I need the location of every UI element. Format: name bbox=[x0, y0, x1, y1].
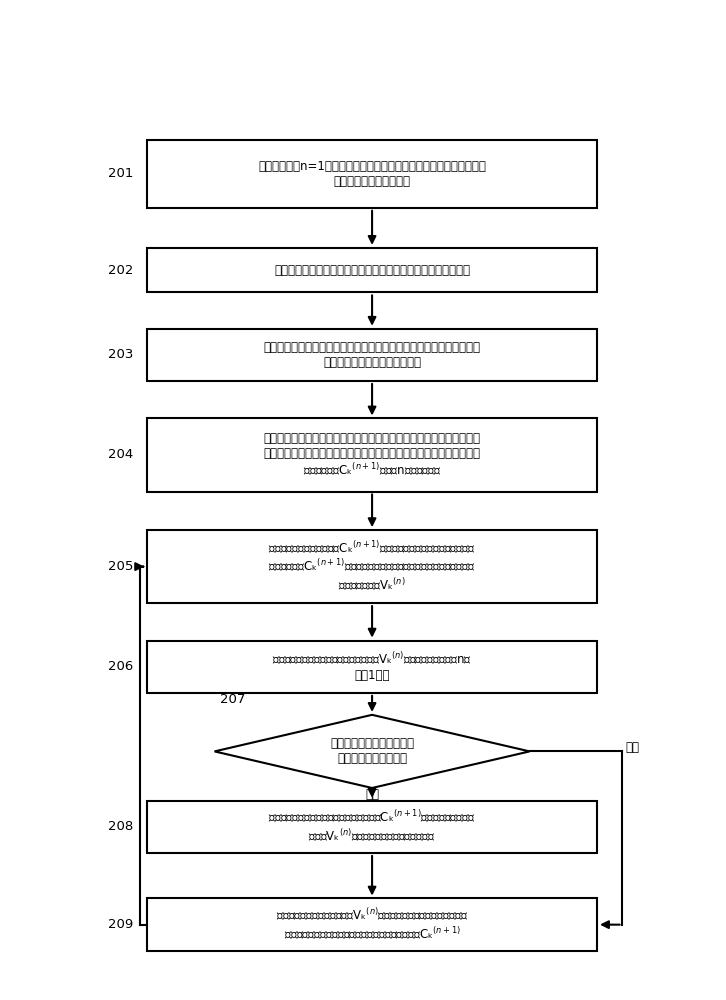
FancyBboxPatch shape bbox=[147, 801, 597, 853]
FancyBboxPatch shape bbox=[147, 140, 597, 208]
Text: 根据获取的初始的干扰子空间矩阵和获取的本地信道增益矩阵以及初始
的发射预编码矩阵，通过预先建立的最优化算法模型，生成更新后的干
扰子空间矩阵Cₖ$^{(n+1): 根据获取的初始的干扰子空间矩阵和获取的本地信道增益矩阵以及初始 的发射预编码矩阵… bbox=[264, 432, 481, 478]
Text: 接收基站输出的更新后的发射预编码矩阵Vₖ$^{(n)}$，将设置的迭代次数n进
行加1处理: 接收基站输出的更新后的发射预编码矩阵Vₖ$^{(n)}$，将设置的迭代次数n进 … bbox=[272, 651, 472, 682]
Text: 209: 209 bbox=[107, 918, 133, 931]
Text: 将更新后的干扰子空间矩阵Cₖ$^{(n+1)}$输入基站，以使基站根据更新后的干
扰子空间矩阵Cₖ$^{(n+1)}$，通过预先建立的最优化问题模型，生成更新后: 将更新后的干扰子空间矩阵Cₖ$^{(n+1)}$输入基站，以使基站根据更新后的干… bbox=[269, 540, 476, 594]
Text: 判断迭代次数是否等于预设
次数或者小于预设次数: 判断迭代次数是否等于预设 次数或者小于预设次数 bbox=[330, 737, 414, 765]
Text: 201: 201 bbox=[107, 167, 133, 180]
Text: 设定迭代次数n=1，并初始化获取的小区中基站的发射预编码矩阵，生
成初始的发射预编码矩阵: 设定迭代次数n=1，并初始化获取的小区中基站的发射预编码矩阵，生 成初始的发射预… bbox=[258, 160, 486, 188]
Text: 205: 205 bbox=[107, 560, 133, 573]
FancyBboxPatch shape bbox=[147, 248, 597, 292]
Text: 等于: 等于 bbox=[365, 788, 379, 801]
Text: 根据用户发送的随机接入前导码，获取用户的本地信道增益矩阵: 根据用户发送的随机接入前导码，获取用户的本地信道增益矩阵 bbox=[274, 264, 470, 277]
Text: 203: 203 bbox=[107, 348, 133, 361]
Text: 204: 204 bbox=[107, 448, 133, 461]
FancyBboxPatch shape bbox=[147, 418, 597, 492]
FancyBboxPatch shape bbox=[147, 641, 597, 693]
Text: 小于: 小于 bbox=[625, 741, 640, 754]
Text: 根据获取的有用信号泄露到干扰子空间的功率和干扰信号泄露到有用子
空间的功率生成最优化问题模型: 根据获取的有用信号泄露到干扰子空间的功率和干扰信号泄露到有用子 空间的功率生成最… bbox=[264, 341, 481, 369]
Text: 206: 206 bbox=[107, 660, 133, 673]
Text: 将迭代次数对应的更新后的干扰子空间矩阵Cₖ$^{(n+1)}$和更新后的发射预编
码矩阵Vₖ$^{(n)}$作为最优解，并输出所述最优解: 将迭代次数对应的更新后的干扰子空间矩阵Cₖ$^{(n+1)}$和更新后的发射预编… bbox=[269, 809, 476, 844]
Text: 207: 207 bbox=[220, 693, 245, 706]
FancyBboxPatch shape bbox=[147, 898, 597, 951]
FancyBboxPatch shape bbox=[147, 530, 597, 603]
Text: 根据更新后的发射预编码矩阵Vₖ$^{(n)}$和本地信道增益矩阵，通过预先建
立的最优化算法模型，生成更新后的干扰子空间矩阵Cₖ$^{(n+1)}$: 根据更新后的发射预编码矩阵Vₖ$^{(n)}$和本地信道增益矩阵，通过预先建 立… bbox=[276, 907, 468, 942]
FancyBboxPatch shape bbox=[147, 329, 597, 381]
Text: 202: 202 bbox=[107, 264, 133, 277]
Polygon shape bbox=[215, 715, 529, 788]
Text: 208: 208 bbox=[107, 820, 133, 833]
